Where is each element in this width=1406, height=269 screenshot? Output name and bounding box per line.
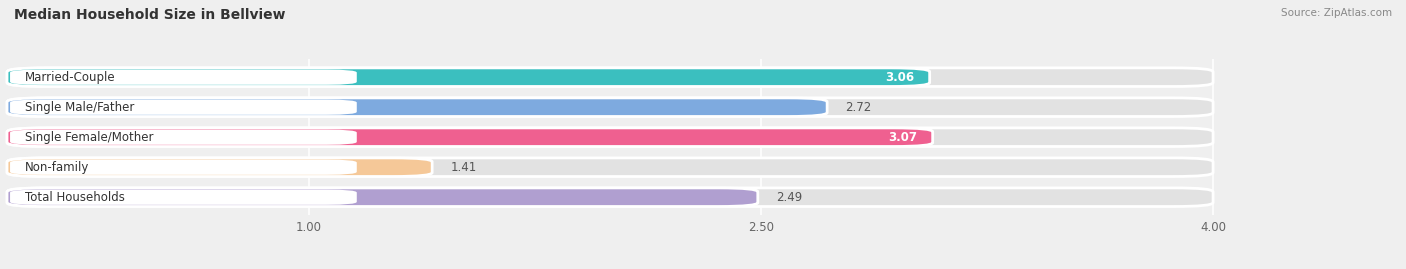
Text: Total Households: Total Households <box>25 191 125 204</box>
FancyBboxPatch shape <box>7 128 1213 147</box>
Text: 2.49: 2.49 <box>776 191 803 204</box>
FancyBboxPatch shape <box>7 128 932 147</box>
Text: Source: ZipAtlas.com: Source: ZipAtlas.com <box>1281 8 1392 18</box>
FancyBboxPatch shape <box>7 68 1213 87</box>
FancyBboxPatch shape <box>7 188 758 207</box>
Text: Median Household Size in Bellview: Median Household Size in Bellview <box>14 8 285 22</box>
Text: 2.72: 2.72 <box>845 101 872 114</box>
FancyBboxPatch shape <box>7 98 1213 116</box>
FancyBboxPatch shape <box>10 130 357 145</box>
Text: 1.41: 1.41 <box>450 161 477 174</box>
FancyBboxPatch shape <box>10 100 357 115</box>
FancyBboxPatch shape <box>10 190 357 205</box>
FancyBboxPatch shape <box>7 98 827 116</box>
Text: Single Female/Mother: Single Female/Mother <box>25 131 153 144</box>
FancyBboxPatch shape <box>7 158 432 176</box>
FancyBboxPatch shape <box>7 68 929 87</box>
FancyBboxPatch shape <box>10 70 357 85</box>
Text: 3.07: 3.07 <box>889 131 918 144</box>
Text: 3.06: 3.06 <box>886 71 914 84</box>
Text: Married-Couple: Married-Couple <box>25 71 115 84</box>
Text: Single Male/Father: Single Male/Father <box>25 101 135 114</box>
FancyBboxPatch shape <box>7 188 1213 207</box>
Text: Non-family: Non-family <box>25 161 90 174</box>
FancyBboxPatch shape <box>10 160 357 175</box>
FancyBboxPatch shape <box>7 158 1213 176</box>
